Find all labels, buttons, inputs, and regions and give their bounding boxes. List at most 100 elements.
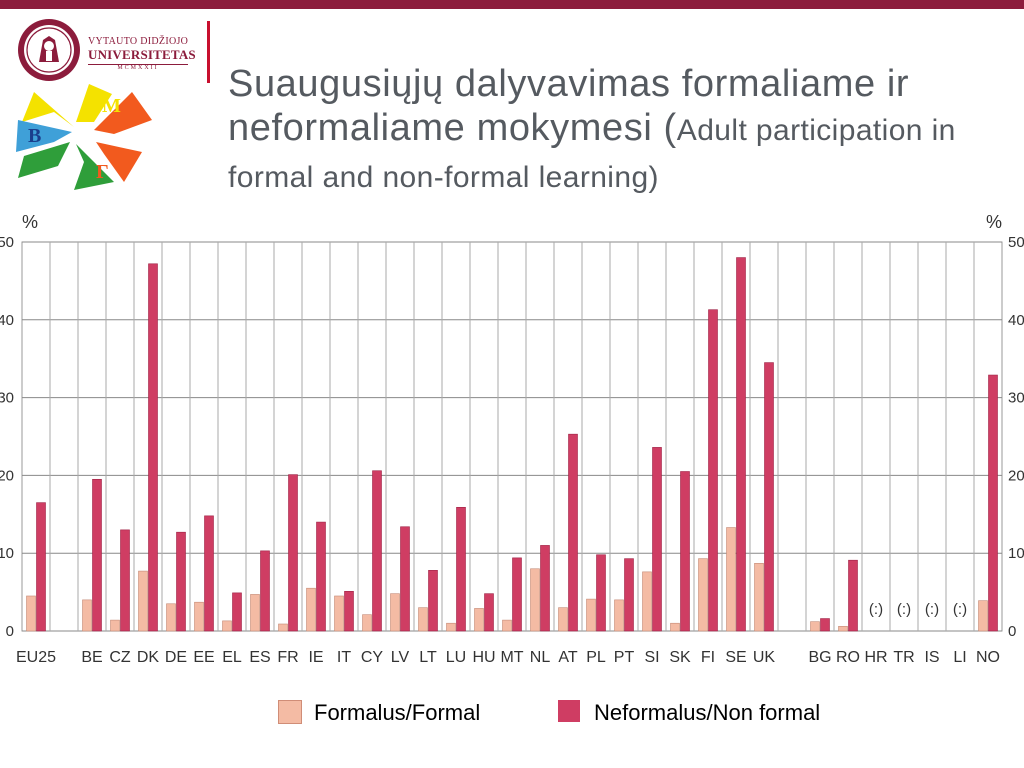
bar-non-formal <box>176 531 186 632</box>
bar-formal <box>138 570 148 632</box>
bar-non-formal <box>400 526 410 632</box>
bar-formal <box>26 595 36 632</box>
bar-formal <box>250 594 260 632</box>
x-tick-label: SK <box>669 649 691 666</box>
top-accent-bar <box>0 0 1024 9</box>
slide-title-english: Adult participation in formal and non-fo… <box>228 114 956 194</box>
y-tick-label-right: 10 <box>1008 545 1024 562</box>
bar-non-formal <box>680 471 690 632</box>
bar-formal <box>222 620 232 632</box>
missing-data-label: (:) <box>897 601 911 618</box>
missing-data-label: (:) <box>953 601 967 618</box>
bar-formal <box>698 558 708 632</box>
participation-bar-chart: 0 0 10 10 20 20 30 30 40 40 50 50% % EU25 BE CZ DK DE EE EL… <box>0 212 1024 666</box>
svg-text:M: M <box>102 95 121 117</box>
university-name-line2: UNIVERSITETAS <box>88 47 196 62</box>
x-tick-label: UK <box>753 649 776 666</box>
bar-non-formal <box>708 309 718 632</box>
bar-formal <box>474 608 484 632</box>
university-seal-logo <box>18 19 80 81</box>
bar-formal <box>82 599 92 632</box>
bar-formal <box>502 619 512 632</box>
bar-formal <box>978 600 988 632</box>
bar-non-formal <box>736 257 746 632</box>
x-tick-label: IE <box>308 649 323 666</box>
bar-formal <box>754 563 764 632</box>
bar-non-formal <box>36 502 46 632</box>
bar-non-formal <box>988 374 998 632</box>
bar-non-formal <box>820 618 830 632</box>
bar-formal <box>166 603 176 632</box>
y-tick-label-right: 40 <box>1008 312 1024 329</box>
bar-formal <box>418 607 428 632</box>
bar-formal <box>558 607 568 632</box>
university-divider <box>88 64 188 65</box>
x-tick-label: NL <box>530 649 551 666</box>
x-tick-label: TR <box>893 649 914 666</box>
bar-formal <box>614 599 624 632</box>
x-tick-label: PL <box>586 649 606 666</box>
x-tick-label: LU <box>446 649 466 666</box>
bar-formal <box>362 614 372 632</box>
bar-non-formal <box>344 591 354 632</box>
x-tick-label: ES <box>249 649 270 666</box>
y-tick-label-left: 40 <box>0 312 14 329</box>
x-tick-label: EU25 <box>16 649 56 666</box>
slide-title-main: Suaugusiųjų dalyvavimas formaliame ir ne… <box>228 63 910 149</box>
legend-swatch-formal <box>278 700 302 724</box>
x-tick-label: BE <box>81 649 102 666</box>
x-tick-label: LI <box>953 649 966 666</box>
university-name: VYTAUTO DIDŽIOJO UNIVERSITETAS MCMXXII <box>88 36 198 71</box>
bmg-pinwheel-logo: B M Г <box>16 84 152 190</box>
x-tick-label: IS <box>924 649 939 666</box>
bar-non-formal <box>428 570 438 632</box>
legend-swatch-non-formal <box>558 700 580 722</box>
university-founding-year: MCMXXII <box>117 65 159 71</box>
x-tick-label: IT <box>337 649 351 666</box>
x-tick-label: NO <box>976 649 1000 666</box>
x-tick-label: FI <box>701 649 715 666</box>
legend-label-formal: Formalus/Formal <box>314 700 481 725</box>
x-tick-label: CY <box>361 649 384 666</box>
bar-non-formal <box>456 506 466 632</box>
bar-non-formal <box>92 478 102 632</box>
bar-non-formal <box>624 558 634 632</box>
bar-formal <box>110 619 120 632</box>
header-divider <box>207 21 210 83</box>
missing-data-label: (:) <box>869 601 883 618</box>
bar-non-formal <box>148 263 158 632</box>
x-tick-label: SI <box>644 649 659 666</box>
y-axis-unit-left: % <box>22 212 38 232</box>
x-tick-label: EE <box>193 649 214 666</box>
y-tick-label-right: 20 <box>1008 467 1024 484</box>
bar-formal <box>334 595 344 632</box>
bar-formal <box>586 598 596 632</box>
y-tick-label-left: 20 <box>0 467 14 484</box>
bar-non-formal <box>316 521 326 632</box>
bar-non-formal <box>120 529 130 632</box>
x-tick-label: DE <box>165 649 187 666</box>
y-tick-label-left: 30 <box>0 390 14 407</box>
y-tick-label-right: 50 <box>1008 234 1024 251</box>
x-tick-label: CZ <box>109 649 131 666</box>
bar-formal <box>530 568 540 632</box>
x-tick-label: LT <box>419 649 437 666</box>
bar-formal <box>278 623 288 632</box>
bar-non-formal <box>232 592 242 632</box>
x-tick-label: PT <box>614 649 635 666</box>
x-tick-label: DK <box>137 649 160 666</box>
bar-non-formal <box>204 515 214 632</box>
legend-label-non-formal: Neformalus/Non formal <box>594 700 821 725</box>
bar-formal <box>390 593 400 632</box>
x-tick-label: FR <box>277 649 298 666</box>
bar-formal <box>194 601 204 632</box>
bar-non-formal <box>512 557 522 632</box>
bar-formal <box>446 622 456 632</box>
bar-formal <box>670 622 680 632</box>
bar-formal <box>306 587 316 632</box>
bar-formal <box>642 571 652 632</box>
missing-data-label: (:) <box>925 601 939 618</box>
bar-non-formal <box>652 447 662 632</box>
y-tick-label-right: 0 <box>1008 623 1016 640</box>
bar-non-formal <box>848 559 858 632</box>
